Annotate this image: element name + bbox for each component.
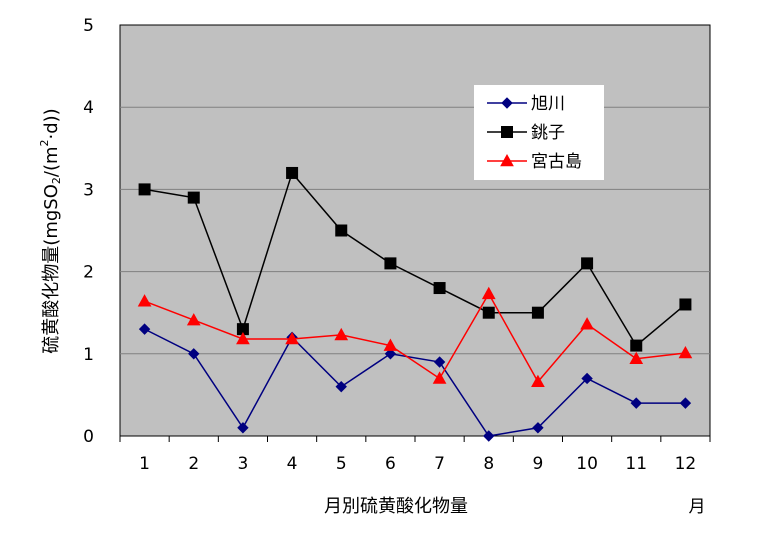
x-tick-label: 8 (483, 454, 494, 474)
data-point (679, 298, 692, 311)
data-point (483, 430, 495, 442)
data-point (237, 422, 249, 434)
x-axis-ticks: 1 2 3 4 5 6 7 8 9 10 11 12 (119, 436, 711, 474)
x-tick-label: 1 (139, 454, 150, 474)
data-point (629, 351, 644, 365)
series-line (144, 328, 686, 437)
data-point (285, 331, 299, 345)
data-point (188, 348, 200, 360)
series-line (144, 292, 686, 384)
y-tick-label: 5 (83, 16, 94, 36)
data-point (384, 257, 397, 270)
legend-label: 宮古島 (531, 152, 582, 172)
data-point (532, 422, 544, 434)
series-3 (137, 286, 693, 388)
y-tick-label: 1 (83, 345, 94, 365)
plot-area (119, 24, 711, 437)
y-axis-ticks: 0 1 2 3 4 5 (83, 16, 94, 447)
data-point (335, 380, 347, 393)
data-point (138, 323, 151, 335)
legend-swatch-marker (501, 97, 513, 109)
x-tick-label: 7 (434, 454, 445, 474)
data-point (334, 327, 349, 341)
x-axis-unit: 月 (689, 497, 706, 517)
series-layer (137, 166, 693, 442)
x-tick-label: 9 (533, 454, 544, 474)
data-point (531, 306, 544, 319)
data-point (581, 257, 594, 270)
data-point (187, 191, 200, 204)
x-tick-label: 6 (385, 454, 396, 474)
data-point (286, 166, 299, 179)
y-axis-title: 硫黄酸化物量(mgSO2/(m2·d)) (38, 108, 63, 353)
legend-swatch-marker (501, 126, 513, 138)
data-point (581, 372, 593, 385)
x-tick-label: 4 (287, 454, 298, 474)
data-point (630, 339, 643, 352)
x-tick-label: 12 (675, 454, 697, 474)
y-tick-label: 0 (83, 427, 94, 447)
data-point (481, 286, 496, 300)
data-point (432, 371, 447, 384)
x-tick-label: 3 (238, 454, 249, 474)
data-point (482, 306, 495, 319)
legend-label: 銚子 (531, 123, 565, 143)
data-point (137, 294, 152, 307)
x-tick-label: 2 (188, 454, 199, 474)
legend-label: 旭川 (531, 94, 565, 114)
x-axis-title: 月別硫黄酸化物量 (324, 496, 468, 517)
data-point (678, 345, 693, 359)
data-point (433, 356, 446, 368)
data-point (580, 317, 594, 330)
data-point (138, 183, 151, 196)
data-point (186, 313, 201, 326)
gridlines (120, 106, 710, 355)
legend-swatch-marker (500, 153, 514, 167)
series-line (144, 171, 686, 347)
legend-item: 宮古島 (487, 152, 582, 172)
data-point (236, 331, 250, 345)
legend-item: 旭川 (487, 94, 565, 114)
y-tick-label: 4 (83, 98, 94, 118)
legend-item: 銚子 (487, 123, 565, 143)
x-tick-label: 10 (576, 454, 598, 474)
data-point (384, 348, 397, 360)
x-tick-label: 11 (625, 454, 647, 474)
y-tick-label: 3 (83, 180, 94, 200)
x-tick-label: 5 (336, 454, 347, 474)
series-1 (138, 323, 692, 442)
data-point (433, 282, 446, 295)
data-point (679, 397, 692, 409)
data-point (630, 397, 642, 409)
data-point (335, 224, 348, 237)
y-tick-label: 2 (83, 263, 94, 283)
series-2 (138, 166, 692, 352)
data-point (383, 338, 398, 351)
data-point (531, 374, 545, 388)
